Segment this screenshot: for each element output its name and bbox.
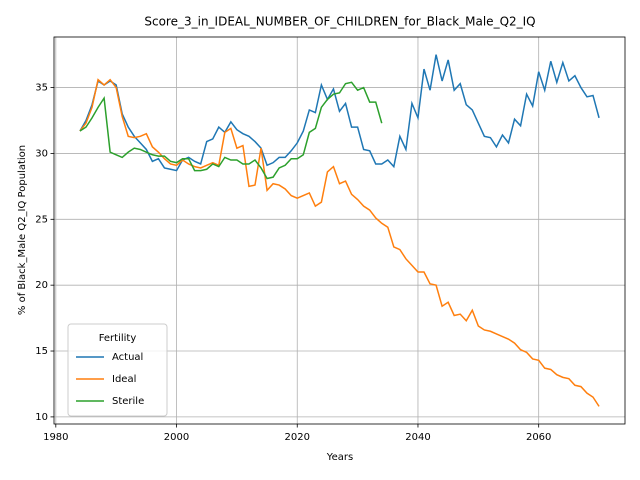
x-tick-label: 1980 — [43, 432, 68, 443]
y-tick-label: 30 — [35, 148, 48, 159]
x-tick-label: 2040 — [405, 432, 430, 443]
x-tick-label: 2020 — [285, 432, 310, 443]
legend-label: Ideal — [112, 374, 136, 385]
chart-title: Score_3_in_IDEAL_NUMBER_OF_CHILDREN_for_… — [144, 15, 535, 29]
y-tick-label: 20 — [35, 280, 48, 291]
legend-title: Fertility — [99, 333, 137, 344]
y-axis-label: % of Black_Male Q2_IQ Population — [17, 145, 28, 315]
x-tick-label: 2060 — [526, 432, 551, 443]
y-tick-label: 25 — [35, 214, 48, 225]
legend-label: Sterile — [112, 396, 144, 407]
x-tick-label: 2000 — [164, 432, 189, 443]
data-line — [79, 81, 383, 180]
x-axis-label: Years — [326, 452, 353, 463]
y-tick-label: 35 — [35, 83, 48, 94]
y-tick-label: 10 — [35, 412, 48, 423]
data-line — [79, 54, 600, 172]
y-tick-label: 15 — [35, 346, 48, 357]
data-line — [79, 78, 600, 407]
legend-label: Actual — [112, 352, 143, 363]
legend-box — [67, 323, 168, 417]
plot-frame — [53, 36, 626, 425]
